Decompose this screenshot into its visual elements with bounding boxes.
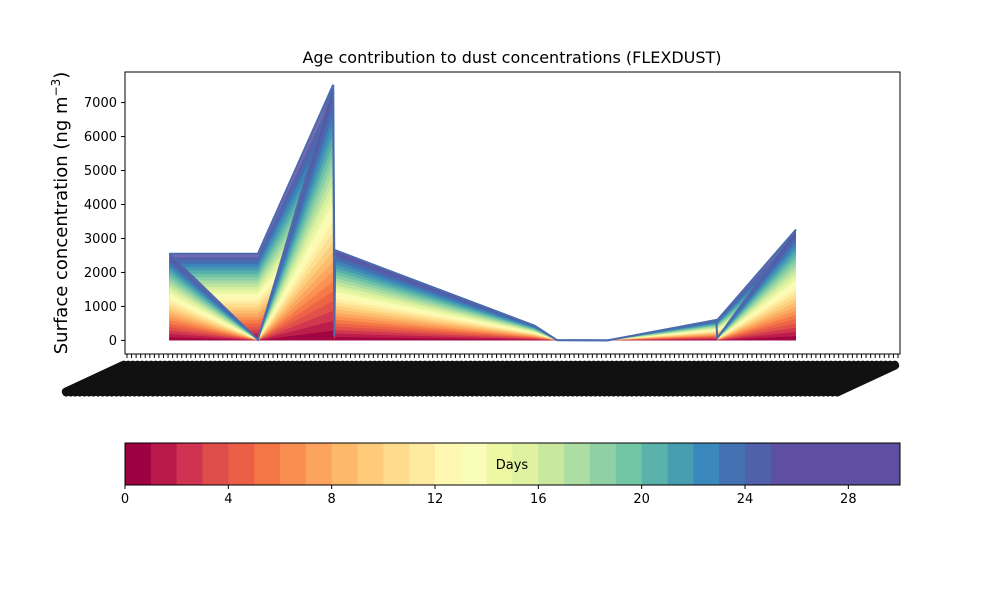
x-tick-label-blob <box>832 360 900 397</box>
y-axis-label-main: Surface concentration (ng m <box>51 96 72 354</box>
colorbar-tick-label: 8 <box>328 492 336 507</box>
colorbar-tick-label: 4 <box>224 492 232 507</box>
colorbar-cell <box>719 443 746 485</box>
colorbar-cell <box>538 443 565 485</box>
colorbar-cell <box>202 443 229 485</box>
colorbar-cell <box>357 443 384 485</box>
colorbar-cell <box>874 443 901 485</box>
colorbar-cell <box>667 443 694 485</box>
chart-title: Age contribution to dust concentrations … <box>302 48 721 67</box>
colorbar-tick-label: 28 <box>840 492 857 507</box>
colorbar-cell <box>590 443 617 485</box>
plot-frame <box>124 71 901 355</box>
colorbar-cell <box>615 443 643 485</box>
plot-area <box>124 71 901 355</box>
colorbar-cells <box>125 443 901 485</box>
colorbar-label: Days <box>496 458 529 473</box>
colorbar-cell <box>280 443 307 485</box>
colorbar-cell <box>693 443 720 485</box>
area-layers <box>169 84 796 341</box>
colorbar-tick-label: 12 <box>427 492 444 507</box>
colorbar-cell <box>125 443 152 485</box>
colorbar-cell <box>512 443 539 485</box>
y-tick-label: 6000 <box>84 130 117 145</box>
colorbar-tick-label: 24 <box>737 492 754 507</box>
colorbar-cell <box>796 443 823 485</box>
colorbar-frame <box>124 442 901 486</box>
x-axis-tick-labels <box>61 354 900 397</box>
colorbar-cell <box>409 443 436 485</box>
y-tick-label: 2000 <box>84 266 117 281</box>
y-axis-label: Surface concentration (ng m−3) <box>49 72 72 355</box>
y-tick-label: 1000 <box>84 300 117 315</box>
y-tick-label: 3000 <box>84 232 117 247</box>
y-axis-label-close: ) <box>51 72 72 79</box>
colorbar-ticks: 0 4 8 12 16 20 24 28 <box>121 485 857 507</box>
colorbar-cell <box>745 443 772 485</box>
y-axis: 0 1000 2000 3000 4000 5000 6000 7000 <box>84 96 125 349</box>
colorbar-cell <box>641 443 668 485</box>
colorbar: Days 0 4 8 12 16 20 24 28 <box>121 442 901 507</box>
reversed-series-line <box>169 84 797 342</box>
colorbar-cell <box>435 443 462 485</box>
colorbar-cell <box>176 443 203 485</box>
colorbar-cell <box>331 443 358 485</box>
colorbar-cell <box>770 443 798 485</box>
colorbar-cell <box>254 443 281 485</box>
total-age-layer-1 <box>169 330 796 341</box>
colorbar-tick-label: 0 <box>121 492 129 507</box>
y-tick-label: 4000 <box>84 198 117 213</box>
y-tick-label: 5000 <box>84 164 117 179</box>
colorbar-cell <box>822 443 849 485</box>
colorbar-cell <box>228 443 255 485</box>
colorbar-cell <box>460 443 488 485</box>
y-tick-label: 7000 <box>84 96 117 111</box>
colorbar-cell <box>305 443 333 485</box>
colorbar-cell <box>383 443 410 485</box>
colorbar-tick-label: 20 <box>633 492 650 507</box>
colorbar-cell <box>486 443 513 485</box>
colorbar-tick-label: 16 <box>530 492 547 507</box>
colorbar-cell <box>150 443 178 485</box>
colorbar-cell <box>564 443 591 485</box>
y-tick-label: 0 <box>109 334 117 349</box>
y-axis-label-superscript: −3 <box>49 79 63 97</box>
colorbar-cell <box>848 443 875 485</box>
